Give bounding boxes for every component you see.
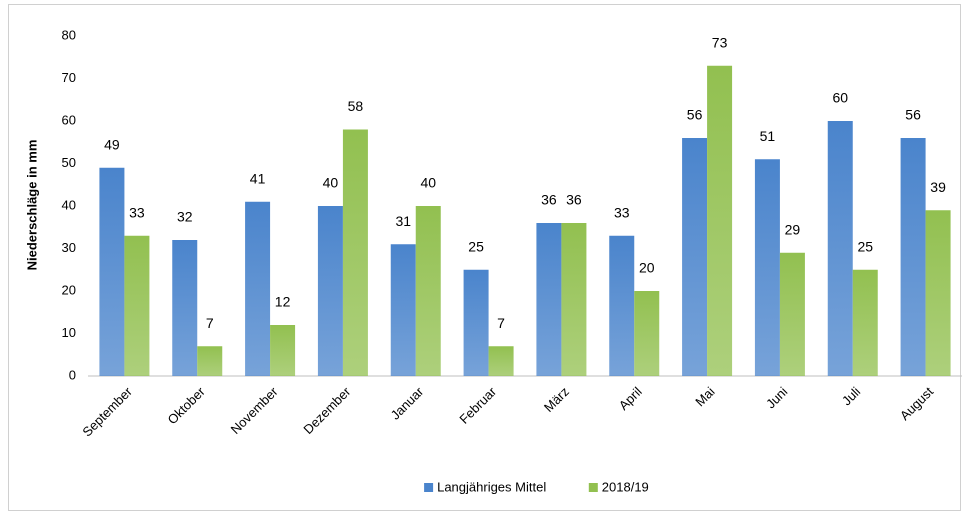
data-label: 12 [275, 294, 291, 310]
bar [124, 235, 150, 376]
bar [536, 223, 562, 376]
y-tick-label: 60 [62, 112, 76, 127]
data-label: 60 [832, 90, 848, 106]
bar [754, 159, 780, 376]
bar [488, 346, 514, 376]
bar [317, 206, 343, 376]
chart-frame [8, 4, 961, 511]
data-label: 41 [250, 170, 266, 186]
y-axis-label: Niederschläge in mm [24, 140, 39, 271]
bar [900, 138, 926, 376]
data-label: 7 [206, 315, 214, 331]
y-tick-label: 20 [62, 282, 76, 297]
bar [779, 252, 805, 376]
y-tick-label: 10 [62, 325, 76, 340]
data-label: 33 [614, 204, 630, 220]
bar [682, 138, 708, 376]
bar [609, 235, 635, 376]
data-label: 7 [497, 315, 505, 331]
data-label: 31 [395, 213, 411, 229]
bar [463, 269, 489, 376]
bar [827, 121, 853, 376]
legend-swatch [588, 483, 598, 492]
y-tick-label: 80 [62, 27, 76, 42]
data-label: 39 [930, 179, 946, 195]
data-label: 40 [323, 175, 339, 191]
data-label: 56 [687, 107, 703, 123]
legend-swatch [424, 483, 434, 492]
data-label: 40 [420, 175, 436, 191]
data-label: 56 [905, 107, 921, 123]
data-label: 51 [760, 128, 776, 144]
bar [342, 129, 368, 376]
data-label: 36 [541, 192, 557, 208]
bar [245, 201, 271, 376]
data-label: 36 [566, 192, 582, 208]
data-label: 49 [104, 136, 120, 152]
data-label: 33 [129, 204, 145, 220]
data-label: 73 [712, 34, 728, 50]
data-label: 20 [639, 260, 655, 276]
y-tick-label: 70 [62, 70, 76, 85]
bar [561, 223, 587, 376]
data-label: 25 [468, 238, 484, 254]
bar [197, 346, 223, 376]
y-tick-label: 40 [62, 197, 76, 212]
bar [925, 210, 951, 376]
bar [390, 244, 416, 376]
data-label: 25 [857, 238, 873, 254]
bar [634, 291, 660, 376]
data-label: 58 [348, 98, 364, 114]
bar [852, 269, 878, 376]
bar [707, 65, 733, 376]
y-tick-label: 50 [62, 155, 76, 170]
bar [99, 167, 125, 376]
data-label: 29 [785, 221, 801, 237]
data-label: 32 [177, 209, 193, 225]
y-tick-label: 30 [62, 240, 76, 255]
y-tick-label: 0 [69, 367, 76, 382]
bar [172, 240, 198, 376]
bar [270, 325, 296, 376]
bar [415, 206, 441, 376]
legend-label: 2018/19 [602, 479, 649, 494]
legend-label: Langjähriges Mittel [437, 479, 546, 494]
